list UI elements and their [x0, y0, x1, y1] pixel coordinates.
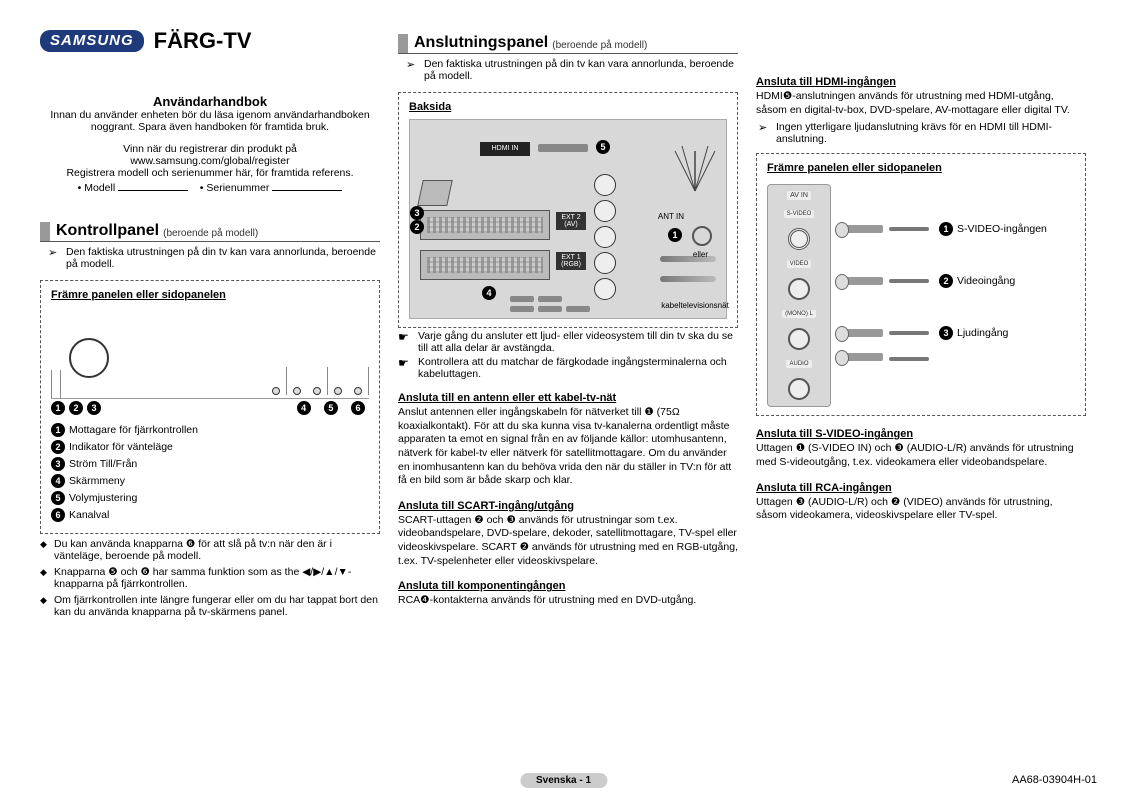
- right-column: Ansluta till HDMI-ingången HDMI❺-anslutn…: [756, 28, 1086, 622]
- legend-item: 6Kanalval: [51, 508, 369, 522]
- control-legend: 1Mottagare för fjärrkontrollen 2Indikato…: [51, 423, 369, 522]
- ext1-label: EXT 1 (RGB): [556, 252, 586, 270]
- av-row-label: S-VIDEO-ingången: [957, 223, 1047, 235]
- control-note: Du kan använda knapparna ❻ för att slå p…: [40, 538, 380, 562]
- front-panel-title: Främre panelen eller sidopanelen: [51, 289, 369, 301]
- ext2-label: EXT 2 (AV): [556, 212, 586, 230]
- right-h3: Ansluta till RCA-ingången: [756, 482, 1086, 494]
- component-jacks-icon: [594, 170, 624, 304]
- legend-item: 3Ström Till/Från: [51, 457, 369, 471]
- antin-label: ANT IN: [658, 212, 684, 221]
- right-arrow-note: Ingen ytterligare ljudanslutning krävs f…: [776, 117, 1086, 145]
- control-note: Om fjärrkontrollen inte längre fungerar …: [40, 594, 380, 618]
- register-line2: Registrera modell och serienummer här, f…: [40, 167, 380, 179]
- side-panel-title: Främre panelen eller sidopanelen: [767, 162, 1075, 174]
- section-connect-title: Anslutningspanel: [414, 34, 548, 53]
- ant-port-icon: [692, 226, 712, 246]
- front-panel-box: Främre panelen eller sidopanelen 123 4 5…: [40, 280, 380, 534]
- right-h1: Ansluta till HDMI-ingången: [756, 76, 1086, 88]
- serial-label: • Serienummer: [200, 182, 270, 194]
- mid-b2: SCART-uttagen ❷ och ❸ används för utrust…: [398, 514, 738, 569]
- connect-tip: Kontrollera att du matchar de färgkodade…: [398, 356, 738, 380]
- section-connect: Anslutningspanel (beroende på modell): [398, 34, 738, 54]
- left-column: SAMSUNG FÄRG-TV Användarhandbok Innan du…: [40, 28, 380, 622]
- plug-icon: [843, 353, 883, 361]
- middle-column: Anslutningspanel (beroende på modell) De…: [398, 28, 738, 622]
- av-row: 3Ljudingång: [843, 322, 1075, 344]
- section-connect-sub: (beroende på modell): [552, 40, 647, 53]
- right-b1: HDMI❺-anslutningen används för utrustnin…: [756, 90, 1086, 117]
- plug-icon: [843, 329, 883, 337]
- rca-cables-icon: [510, 296, 562, 302]
- manual-intro: Innan du använder enheten bör du läsa ig…: [40, 109, 380, 133]
- legend-item: 4Skärmmeny: [51, 474, 369, 488]
- svideo-jack-icon: [788, 228, 810, 250]
- section-control-title: Kontrollpanel: [56, 222, 159, 241]
- rca-cables-icon: [510, 306, 590, 312]
- cabletv-label: kabeltelevisionsnät: [660, 301, 730, 310]
- manual-title: Användarhandbok: [40, 94, 380, 109]
- scart-plug-icon: [417, 180, 453, 206]
- control-actual-note: Den faktiska utrustningen på din tv kan …: [66, 242, 380, 270]
- model-blank: [118, 181, 188, 191]
- backside-title: Baksida: [409, 101, 727, 113]
- mid-h3: Ansluta till komponentingången: [398, 580, 738, 592]
- right-h2: Ansluta till S-VIDEO-ingången: [756, 428, 1086, 440]
- back-diagram: HDMI IN 5 EXT 2 (AV) EXT 1 (RGB) 2 3 4: [409, 119, 727, 319]
- video-jack-icon: [788, 278, 810, 300]
- front-panel-diagram: [51, 309, 369, 399]
- model-label: • Modell: [78, 182, 116, 194]
- av-panel-icon: AV IN S-VIDEO VIDEO (MONO) L AUDIO: [767, 184, 831, 407]
- backside-box: Baksida HDMI IN 5 EXT 2 (AV) EXT 1 (RGB)…: [398, 92, 738, 328]
- control-note: Knapparna ❺ och ❻ har samma funktion som…: [40, 566, 380, 590]
- serial-blank: [272, 181, 342, 191]
- or-label: eller: [693, 250, 708, 259]
- audio-l-jack-icon: [788, 328, 810, 350]
- plug-icon: [843, 225, 883, 233]
- register-line1: Vinn när du registrerar din produkt på: [40, 143, 380, 155]
- right-b3: Uttagen ❸ (AUDIO-L/R) och ❷ (VIDEO) anvä…: [756, 496, 1086, 523]
- audio-r-jack-icon: [788, 378, 810, 400]
- av-row: 2Videoingång: [843, 270, 1075, 292]
- connect-actual-note: Den faktiska utrustningen på din tv kan …: [424, 54, 738, 82]
- antenna-icon: [670, 146, 720, 192]
- connect-tip: Varje gång du ansluter ett ljud- eller v…: [398, 330, 738, 354]
- mid-b3: RCA❹-kontakterna används för utrustning …: [398, 594, 738, 608]
- hdmi-port-icon: HDMI IN: [480, 142, 530, 156]
- mid-h2: Ansluta till SCART-ingång/utgång: [398, 500, 738, 512]
- av-row-label: Videoingång: [957, 275, 1015, 287]
- plug-icon: [843, 277, 883, 285]
- mid-b1: Anslut antennen eller ingångskabeln för …: [398, 406, 738, 488]
- page-language-badge: Svenska - 1: [520, 773, 607, 788]
- scart1-port-icon: [420, 250, 550, 280]
- product-title: FÄRG-TV: [154, 28, 252, 54]
- av-row: 1S-VIDEO-ingången: [843, 218, 1075, 240]
- side-panel-box: Främre panelen eller sidopanelen AV IN S…: [756, 153, 1086, 416]
- scart2-port-icon: [420, 210, 550, 240]
- legend-item: 1Mottagare för fjärrkontrollen: [51, 423, 369, 437]
- section-control: Kontrollpanel (beroende på modell): [40, 222, 380, 242]
- av-row-label: Ljudingång: [957, 327, 1008, 339]
- section-bar-icon: [40, 222, 50, 241]
- legend-item: 2Indikator för vänteläge: [51, 440, 369, 454]
- section-bar-icon: [398, 34, 408, 53]
- brand-logo: SAMSUNG: [40, 30, 144, 52]
- register-url: www.samsung.com/global/register: [40, 155, 380, 167]
- power-knob-icon: [69, 338, 109, 378]
- legend-item: 5Volymjustering: [51, 491, 369, 505]
- brand-row: SAMSUNG FÄRG-TV: [40, 28, 380, 54]
- mid-h1: Ansluta till en antenn eller ett kabel-t…: [398, 392, 738, 404]
- section-control-sub: (beroende på modell): [163, 228, 258, 241]
- model-serial-row: • Modell • Serienummer: [40, 181, 380, 194]
- document-code: AA68-03904H-01: [1012, 774, 1097, 786]
- right-b2: Uttagen ❶ (S-VIDEO IN) och ❸ (AUDIO-L/R)…: [756, 442, 1086, 469]
